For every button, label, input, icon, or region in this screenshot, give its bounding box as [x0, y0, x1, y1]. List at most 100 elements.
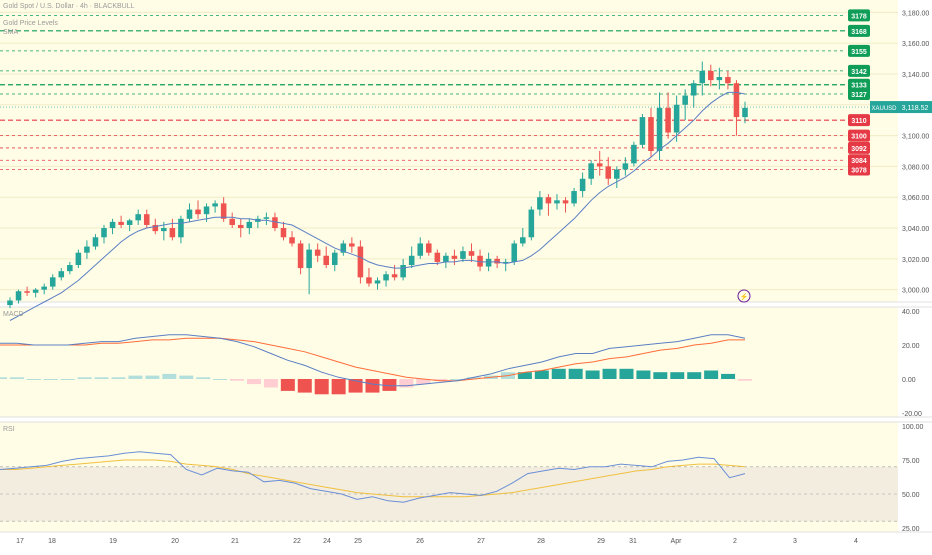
rsi-band: [0, 466, 898, 522]
support-level-badge-bg: [848, 154, 870, 167]
support-level-badge-bg: [848, 114, 870, 127]
macd-series: [0, 334, 752, 395]
time-tick-label: 28: [537, 538, 545, 545]
macd-title[interactable]: MACD: [3, 311, 24, 318]
resistance-level-badge-bg: [848, 9, 870, 22]
macd-histogram-bar: [704, 370, 719, 379]
candle-body: [605, 166, 612, 179]
candle-body: [622, 163, 629, 170]
macd-histogram-bar: [602, 368, 617, 379]
candle-body: [417, 243, 424, 256]
candle-body: [280, 228, 287, 238]
indicator-title[interactable]: Gold Price Levels: [3, 20, 58, 27]
macd-histogram-bar: [314, 379, 329, 395]
candle-body: [383, 274, 389, 281]
price-tick-label: 3,000.00: [902, 288, 929, 295]
macd-panel[interactable]: [0, 307, 898, 417]
macd-histogram-bar: [145, 375, 160, 379]
candle-body: [648, 117, 654, 151]
candle-body: [212, 203, 218, 207]
candle-body: [246, 221, 253, 229]
macd-histogram-bar: [670, 372, 685, 379]
candle-body: [391, 274, 398, 278]
sma-series: [9, 91, 746, 321]
candle-body: [571, 191, 577, 204]
time-tick-label: 22: [293, 538, 301, 545]
symbol-title[interactable]: Gold Spot / U.S. Dollar · 4h · BLACKBULL: [3, 3, 135, 10]
macd-histogram-bar: [179, 375, 194, 379]
resistance-level-badge: 3178: [851, 13, 867, 20]
candlestick-series: [7, 61, 748, 309]
support-level-badge: 3092: [851, 146, 867, 153]
resistance-level-badge: 3142: [851, 69, 867, 76]
candle-body: [229, 218, 235, 225]
candle-body: [237, 224, 244, 229]
time-tick-label: 20: [171, 538, 179, 545]
price-panel[interactable]: [0, 0, 898, 302]
candle-body: [126, 220, 133, 225]
macd-histogram-bar: [9, 377, 24, 379]
macd-histogram-bar: [416, 379, 431, 385]
candle-body: [220, 203, 227, 219]
resistance-level-badge: 3127: [851, 92, 867, 99]
candle-body: [7, 300, 13, 306]
candle-body: [426, 243, 432, 253]
level-badges: 3178 3168 3155 3142 3133 3127 3110 3100 3092 3084…: [848, 9, 932, 176]
candle-body: [118, 221, 124, 225]
time-axis[interactable]: 17 18 19 20 21 22 24 25 26 27 28 29 31 Apr 2 3 4: [16, 538, 858, 545]
candle-body: [485, 258, 492, 267]
macd-histogram-bar: [450, 379, 465, 380]
candle-body: [357, 246, 364, 278]
macd-histogram-bar: [280, 379, 295, 391]
macd-histogram-bar: [517, 372, 532, 379]
candle-body: [562, 200, 569, 204]
candle-body: [682, 95, 688, 105]
candle-body: [520, 237, 526, 244]
resistance-level-badge-bg: [848, 24, 870, 37]
price-tick-label: 3,080.00: [902, 164, 929, 171]
rsi-title[interactable]: RSI: [3, 426, 15, 433]
price-axis[interactable]: 3,180.003,160.003,140.003,120.003,100.00…: [902, 10, 929, 533]
candle-body: [323, 255, 329, 266]
support-level-badge: 3084: [851, 158, 867, 165]
candle-body: [289, 237, 295, 244]
time-tick-label: 2: [733, 538, 737, 545]
macd-histogram-bar: [433, 379, 448, 381]
macd-histogram-bar: [399, 379, 414, 388]
candle-body: [366, 277, 372, 284]
candle-body: [451, 255, 458, 259]
time-tick-label: 29: [597, 538, 605, 545]
candle-body: [742, 107, 748, 118]
macd-histogram-bar: [721, 373, 736, 379]
resistance-level-badge-bg: [848, 44, 870, 57]
event-marker[interactable]: [737, 289, 751, 303]
candle-body: [84, 246, 90, 253]
time-tick-label: 17: [16, 538, 24, 545]
macd-histogram-bar: [534, 370, 549, 379]
candle-body: [708, 70, 714, 81]
candle-body: [460, 251, 466, 259]
candle-body: [15, 291, 22, 301]
candle-body: [673, 104, 680, 133]
current-price-badge: 3,118.52: [902, 105, 929, 112]
macd-histogram-bar: [619, 368, 634, 379]
resistance-level-badge: 3133: [851, 83, 867, 90]
candle-body: [349, 243, 355, 247]
sma-title[interactable]: SMA: [3, 29, 19, 36]
candle-body: [408, 255, 415, 266]
macd-histogram-bar: [128, 375, 143, 379]
resistance-level-badge: 3168: [851, 29, 867, 36]
price-tick-label: 3,140.00: [902, 72, 929, 79]
candle-body: [49, 277, 56, 287]
candle-body: [203, 206, 210, 215]
candle-body: [143, 214, 150, 225]
resistance-level-badge-bg: [848, 78, 870, 91]
macd-tick-label: 40.00: [902, 309, 920, 316]
candle-body: [434, 252, 441, 262]
macd-tick-label: -20.00: [902, 411, 922, 418]
candle-body: [314, 249, 321, 256]
rsi-tick-label: 25.00: [902, 526, 920, 533]
macd-histogram-bar: [111, 377, 126, 379]
